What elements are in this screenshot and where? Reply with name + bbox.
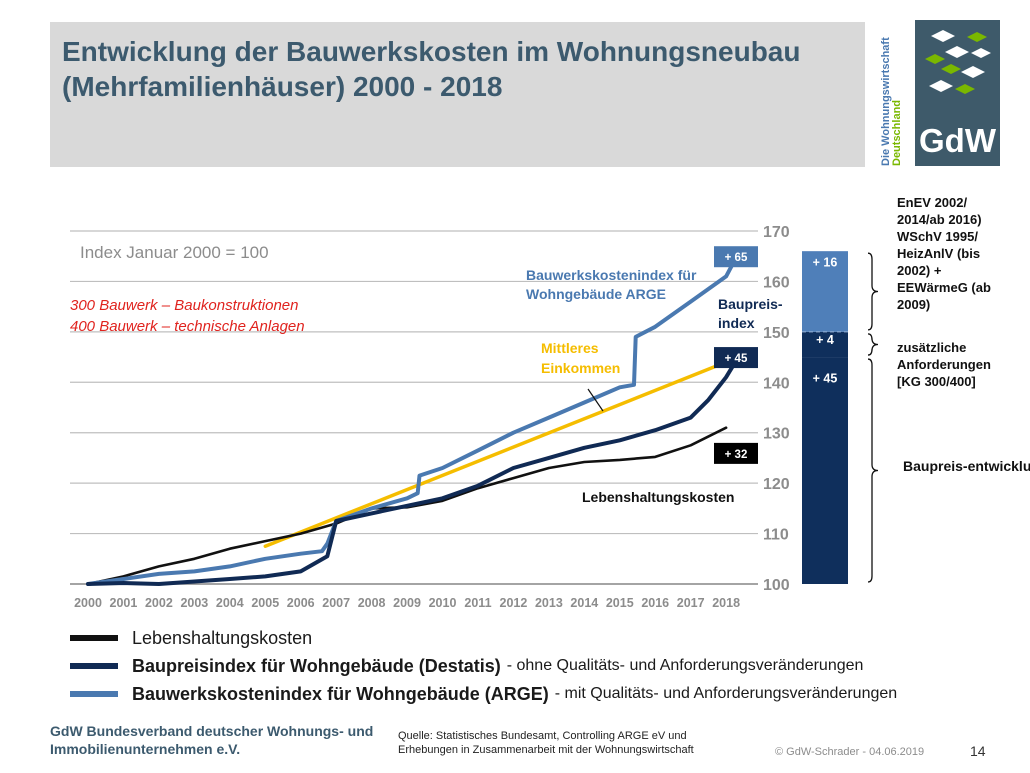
x-tick-label: 2011: [464, 596, 491, 610]
x-tick-label: 2003: [180, 596, 208, 610]
x-tick-label: 2012: [500, 596, 528, 610]
legend-item-lebenshaltung: Lebenshaltungskosten: [70, 627, 318, 649]
legend-item-destatis: Baupreisindex für Wohngebäude (Destatis)…: [70, 655, 863, 677]
brace: [867, 358, 879, 583]
series-label-destatis: Baupreis-: [718, 296, 783, 312]
bar-annotation: HeizAnlV (bis: [897, 246, 980, 261]
legend-swatch: [70, 635, 118, 641]
page-number: 14: [970, 743, 986, 759]
y-tick-label: 100: [763, 577, 790, 594]
x-tick-label: 2007: [322, 596, 350, 610]
series-line-einkommen: [263, 360, 728, 548]
x-tick-label: 2001: [110, 596, 138, 610]
bar-segment-label: + 16: [813, 255, 838, 269]
x-tick-label: 2006: [287, 596, 315, 610]
series-label-einkommen: Mittleres: [541, 340, 599, 356]
logo-tagline-line2: Deutschland: [891, 99, 903, 166]
end-badge: [714, 347, 758, 369]
y-tick-label: 110: [763, 527, 789, 544]
x-tick-label: 2017: [677, 596, 705, 610]
logo-cubes-icon: [925, 30, 991, 94]
x-tick-label: 2015: [606, 596, 634, 610]
series-label-arge: Bauwerkskostenindex für: [526, 267, 697, 283]
y-tick-label: 120: [763, 476, 790, 493]
legend-label: Baupreisindex für Wohngebäude (Destatis): [132, 655, 501, 676]
x-tick-label: 2000: [74, 596, 102, 610]
x-tick-label: 2009: [393, 596, 421, 610]
bar-segment: [802, 251, 848, 332]
y-tick-label: 140: [763, 375, 790, 392]
legend-swatch: [70, 663, 118, 669]
footer-copyright: © GdW-Schrader - 04.06.2019: [775, 746, 925, 758]
bar-annotation: zusätzliche: [897, 340, 966, 355]
series-line-destatis: [86, 357, 739, 586]
bar-annotation: Baupreis-entwicklung: [903, 458, 1030, 474]
x-tick-label: 2013: [535, 596, 563, 610]
bar-segment: [802, 357, 848, 584]
y-tick-label: 130: [763, 426, 790, 443]
index-note: Index Januar 2000 = 100: [80, 243, 269, 262]
red-note-2: 400 Bauwerk – technische Anlagen: [70, 318, 305, 335]
legend-note: - mit Qualitäts- und Anforderungsverände…: [554, 685, 898, 702]
brace: [867, 333, 879, 356]
x-tick-label: 2002: [145, 596, 173, 610]
bar-annotation: EEWärmeG (ab: [897, 280, 991, 295]
legend-item-arge: Bauwerkskostenindex für Wohngebäude (ARG…: [70, 683, 897, 705]
logo-text: GdW: [919, 122, 996, 159]
cost-index-chart: 100 110 120 130 140 150 160 170 2000 2001 2002 2003…: [70, 195, 1030, 610]
logo-tagline: Die Wohnungswirtschaft Deutschland: [878, 20, 903, 166]
series-label-lebenshaltung: Lebenshaltungskosten: [582, 489, 734, 505]
end-badge: [714, 442, 758, 464]
series-label-arge: Wohngebäude ARGE: [526, 286, 666, 302]
series-label-destatis: index: [718, 315, 755, 331]
red-note-1: 300 Bauwerk – Baukonstruktionen: [70, 297, 298, 314]
end-badge-label: + 45: [725, 353, 748, 365]
side-bar: + 45 + 4 + 16 EnEV 2002/2014/ab 2016) WSchV …: [802, 195, 1030, 584]
series-label-einkommen: Einkommen: [541, 360, 620, 376]
x-tick-label: 2010: [429, 596, 457, 610]
page-title: Entwicklung der Bauwerkskosten im Wohnun…: [62, 36, 801, 102]
x-tick-label: 2005: [251, 596, 279, 610]
bar-annotation: [KG 300/400]: [897, 374, 976, 389]
bar-annotation: 2009): [897, 297, 930, 312]
label-leader: [587, 388, 604, 412]
bar-annotation: 2002) +: [897, 263, 942, 278]
end-badge-label: + 32: [725, 449, 748, 461]
bar-segment-label: + 45: [813, 371, 838, 385]
y-tick-label: 160: [763, 274, 790, 291]
bar-annotation: Anforderungen: [897, 357, 991, 372]
legend-swatch: [70, 691, 118, 697]
x-tick-label: 2016: [641, 596, 669, 610]
chart-series: + 65 + 45 + 32 Bauwerkskostenindex für Wohng…: [86, 246, 783, 586]
legend-note: - ohne Qualitäts- und Anforderungsveränd…: [506, 657, 864, 674]
bar-annotation: EnEV 2002/: [897, 195, 967, 210]
y-tick-label: 150: [763, 325, 790, 342]
series-line-arge: [86, 254, 739, 586]
brace: [867, 252, 879, 331]
chart-labels: Index Januar 2000 = 100 300 Bauwerk – Ba…: [70, 243, 305, 335]
bar-annotation: WSchV 1995/: [897, 229, 978, 244]
footer-organisation: GdW Bundesverband deutscher Wohnungs- un…: [50, 723, 374, 757]
bar-segment-label: + 4: [816, 333, 834, 347]
x-tick-label: 2004: [216, 596, 244, 610]
end-badge-label: + 65: [725, 252, 748, 264]
gdw-logo: GdW: [915, 20, 1000, 166]
end-badge: [714, 246, 758, 268]
legend-label: Bauwerkskostenindex für Wohngebäude (ARG…: [132, 683, 549, 704]
title-banner: [50, 22, 865, 167]
x-tick-label: 2008: [358, 596, 386, 610]
footer-source: Quelle: Statistisches Bundesamt, Control…: [398, 730, 694, 756]
x-tick-label: 2018: [712, 596, 740, 610]
bar-annotation: 2014/ab 2016): [897, 212, 982, 227]
x-tick-label: 2014: [570, 596, 598, 610]
y-tick-label: 170: [763, 224, 790, 241]
bar-segment: [802, 331, 848, 358]
legend-label: Lebenshaltungskosten: [132, 627, 313, 648]
